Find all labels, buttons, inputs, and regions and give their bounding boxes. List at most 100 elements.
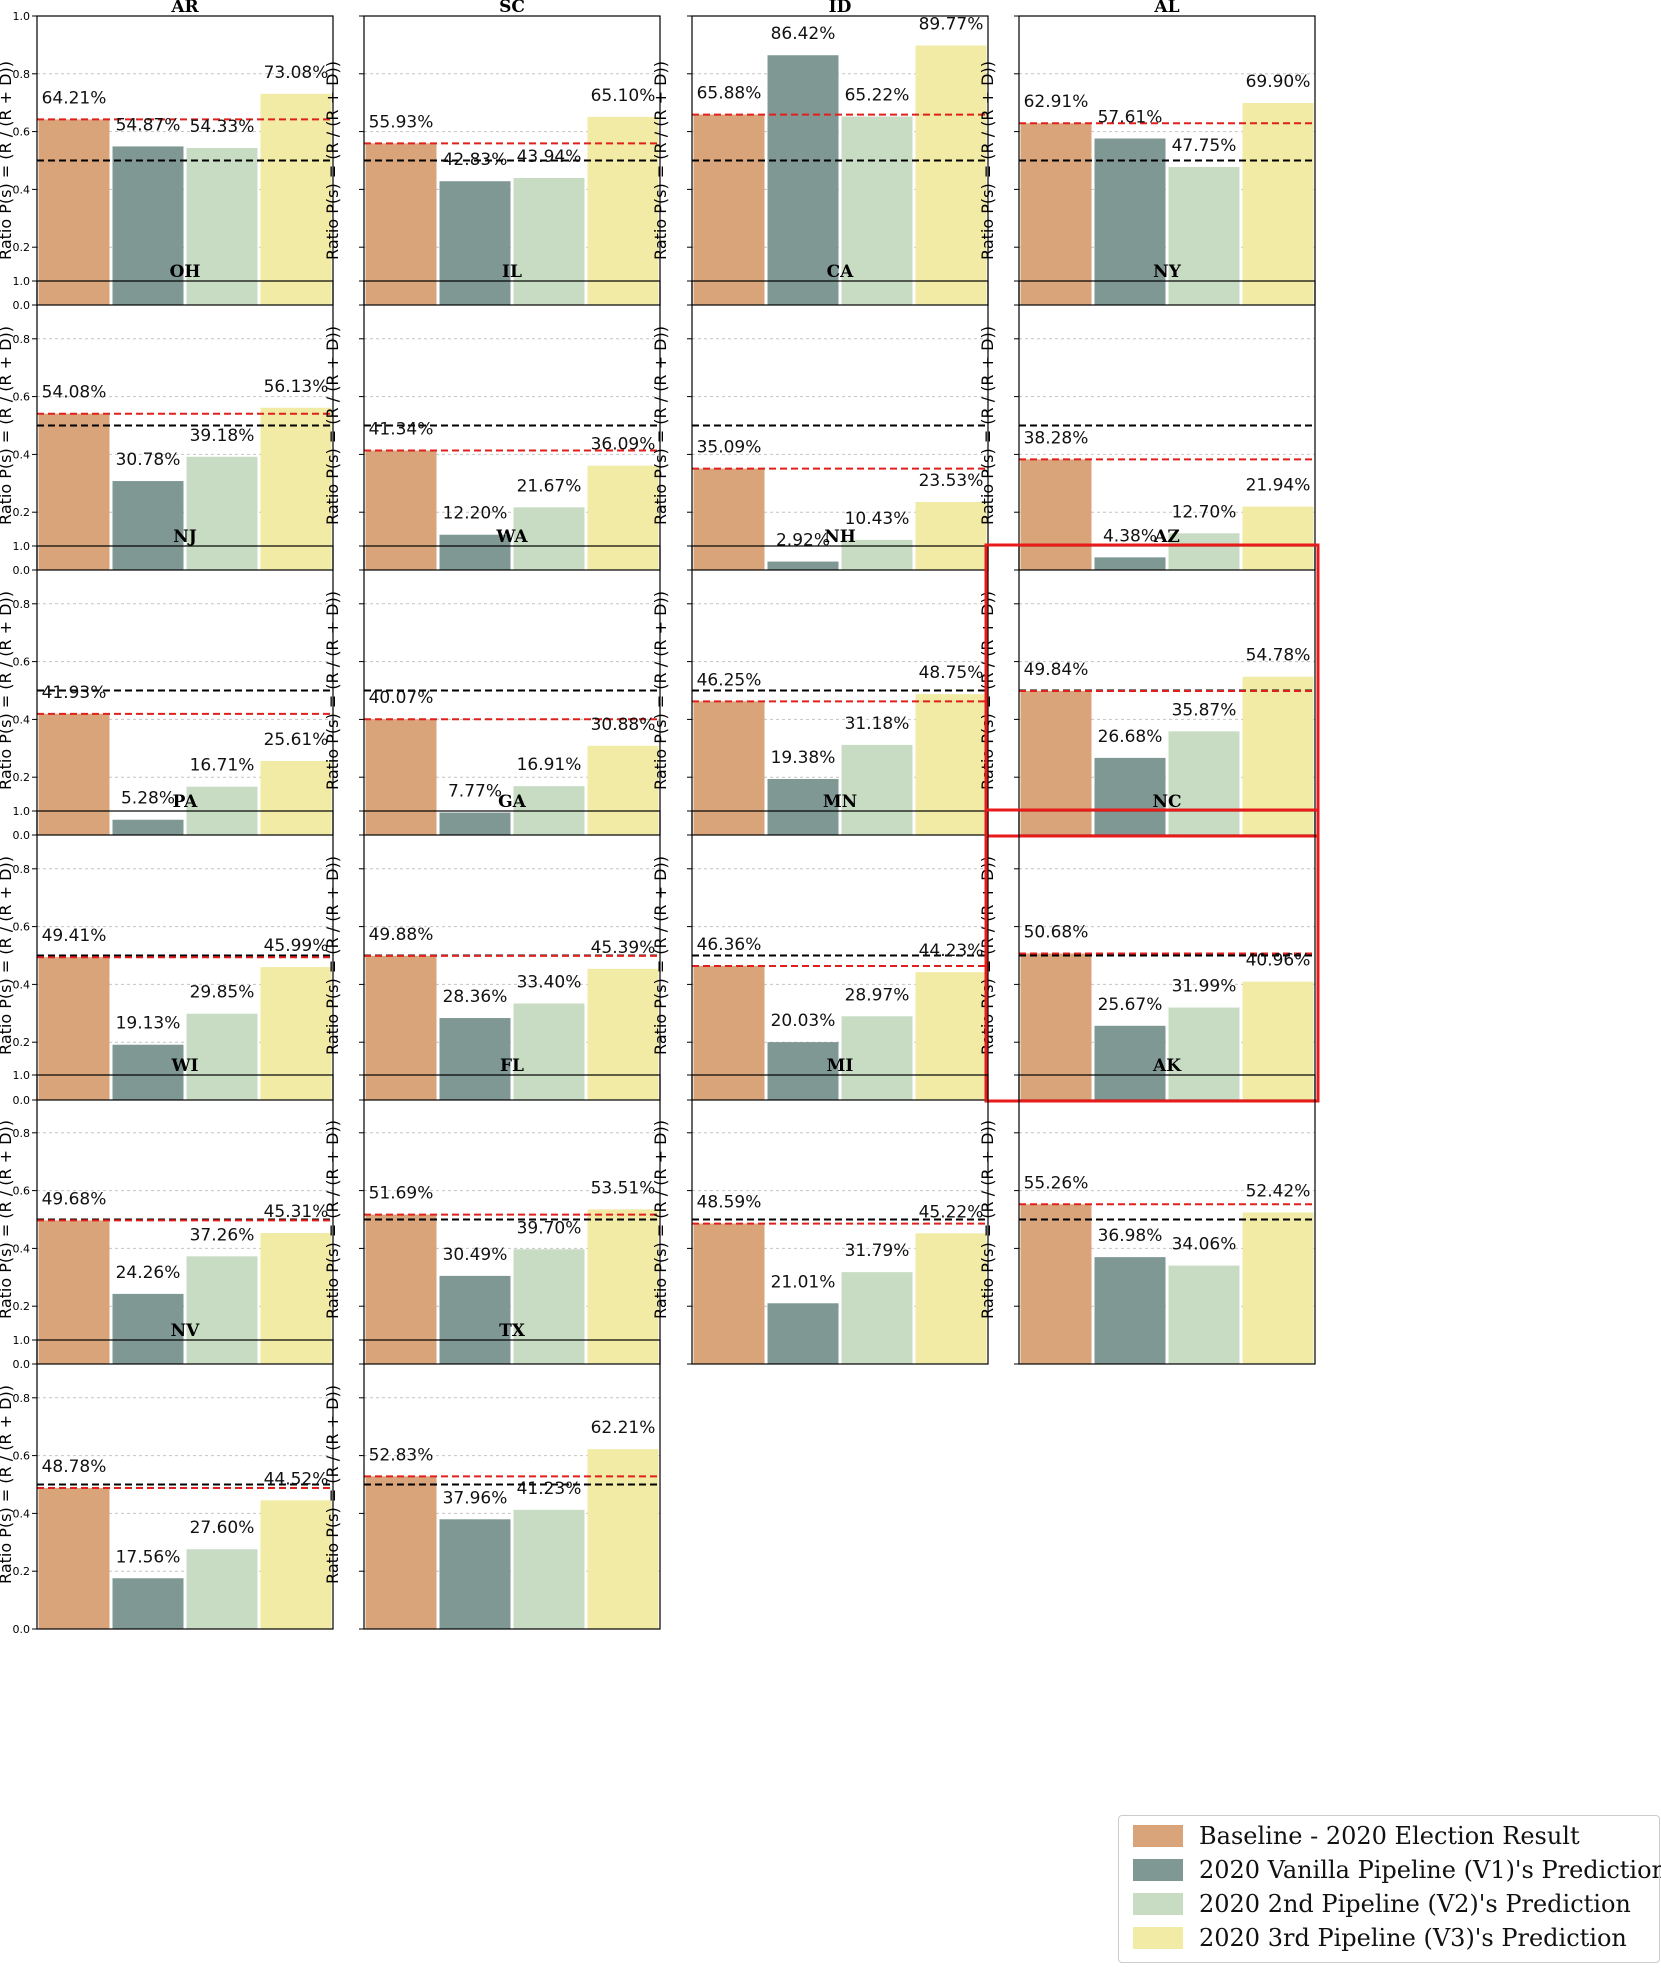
panel-ny: NY 38.28% 4.38% 12.70% 21.94% Ratio P(s) = (R… xyxy=(978,262,1316,571)
value-label-az-v2: 35.87% xyxy=(1172,700,1237,720)
panel-frame xyxy=(36,280,334,571)
y-tick-label: 0.6 xyxy=(13,126,31,139)
bar-id-v1 xyxy=(767,55,839,305)
bar-al-v1 xyxy=(1094,138,1166,305)
value-label-nh-baseline: 46.25% xyxy=(697,670,762,690)
y-tick-label: 0.8 xyxy=(13,1127,31,1140)
highlight-box-nc xyxy=(984,808,1320,1103)
bar-nc-v2 xyxy=(1168,1007,1240,1100)
panel-frame xyxy=(363,15,661,306)
y-axis-label: Ratio P(s) = (R / (R + D)) xyxy=(0,591,15,790)
panel-ga: GA 49.88% 28.36% 33.40% 45.39% Ratio P(s) = (… xyxy=(323,792,661,1101)
bar-pa-baseline xyxy=(38,957,110,1100)
value-label-ar-v3: 73.08% xyxy=(264,63,329,83)
panel-title-nj: NJ xyxy=(173,527,197,547)
y-tick-label: 0.0 xyxy=(13,299,31,312)
y-tick-label: 0.6 xyxy=(13,1185,31,1198)
bar-nc-v1 xyxy=(1094,1025,1166,1100)
value-label-nj-v1: 5.28% xyxy=(121,789,175,809)
panel-frame xyxy=(36,15,334,306)
bar-ca-v2 xyxy=(841,539,913,570)
panel-title-mi: MI xyxy=(827,1056,854,1076)
panel-id: ID 65.88% 86.42% 65.22% 89.77% Ratio P(s) = (… xyxy=(651,0,989,306)
value-label-pa-baseline: 49.41% xyxy=(42,926,107,946)
panel-title-wi: WI xyxy=(170,1056,198,1076)
value-label-oh-v3: 56.13% xyxy=(264,377,329,397)
value-label-ak-v2: 34.06% xyxy=(1172,1235,1237,1255)
legend-swatch-v3 xyxy=(1133,1927,1183,1949)
bar-fl-v3 xyxy=(587,1209,659,1364)
bar-wa-baseline xyxy=(365,719,437,835)
panel-frame xyxy=(1018,15,1316,306)
value-label-az-v1: 26.68% xyxy=(1098,727,1163,747)
value-label-tx-v1: 37.96% xyxy=(443,1488,508,1508)
y-tick-label: 0.0 xyxy=(13,564,31,577)
panel-mi: MI 48.59% 21.01% 31.79% 45.22% Ratio P(s) = (… xyxy=(651,1056,989,1365)
bar-nv-v1 xyxy=(112,1578,184,1629)
value-label-il-baseline: 41.34% xyxy=(369,420,434,440)
bar-id-v3 xyxy=(915,45,987,306)
y-tick-label: 0.4 xyxy=(13,448,31,461)
value-label-nc-v3: 40.96% xyxy=(1246,951,1311,971)
panel-frame xyxy=(36,810,334,1101)
value-label-az-baseline: 49.84% xyxy=(1024,660,1089,680)
value-label-ak-baseline: 55.26% xyxy=(1024,1173,1089,1193)
y-tick-label: 0.2 xyxy=(13,1300,31,1313)
value-label-ny-baseline: 38.28% xyxy=(1024,428,1089,448)
y-tick-label: 0.8 xyxy=(13,333,31,346)
panel-ak: AK 55.26% 36.98% 34.06% 52.42% Ratio P(s) = (… xyxy=(978,1056,1316,1365)
value-label-mn-v3: 44.23% xyxy=(919,941,984,961)
panel-title-mn: MN xyxy=(823,792,857,812)
value-label-nv-v1: 17.56% xyxy=(116,1547,181,1567)
panel-frame xyxy=(363,545,661,836)
bar-tx-baseline xyxy=(365,1476,437,1629)
panel-title-sc: SC xyxy=(499,0,525,17)
y-tick-label: 0.8 xyxy=(13,863,31,876)
bar-wi-v3 xyxy=(260,1233,332,1364)
y-tick-label: 1.0 xyxy=(13,275,31,288)
bar-al-v2 xyxy=(1168,167,1240,305)
bar-fl-v1 xyxy=(439,1275,511,1364)
panel-title-il: IL xyxy=(502,262,522,282)
y-tick-label: 0.2 xyxy=(13,1036,31,1049)
bar-id-v2 xyxy=(841,116,913,306)
panel-title-ca: CA xyxy=(827,262,855,282)
value-label-mn-v1: 20.03% xyxy=(771,1011,836,1031)
panel-frame xyxy=(691,280,989,571)
bar-ak-v2 xyxy=(1168,1265,1240,1364)
y-tick-label: 0.2 xyxy=(13,241,31,254)
value-label-al-v3: 69.90% xyxy=(1246,72,1311,92)
bar-nv-v2 xyxy=(186,1549,258,1629)
bar-tx-v1 xyxy=(439,1519,511,1629)
value-label-fl-baseline: 51.69% xyxy=(369,1184,434,1204)
value-label-id-baseline: 65.88% xyxy=(697,84,762,104)
y-axis-label: Ratio P(s) = (R / (R + D)) xyxy=(0,1120,15,1319)
value-label-mi-v2: 31.79% xyxy=(845,1241,910,1261)
bar-nj-v1 xyxy=(112,819,184,835)
value-label-nh-v3: 48.75% xyxy=(919,663,984,683)
panel-frame xyxy=(363,1339,661,1630)
value-label-sc-v1: 42.83% xyxy=(443,150,508,170)
panel-title-nc: NC xyxy=(1152,792,1181,812)
bar-wi-v1 xyxy=(112,1293,184,1364)
bar-ca-baseline xyxy=(693,468,765,570)
value-label-wi-v1: 24.26% xyxy=(116,1263,181,1283)
bar-mi-v3 xyxy=(915,1233,987,1364)
value-label-az-v3: 54.78% xyxy=(1246,646,1311,666)
bar-wi-v2 xyxy=(186,1256,258,1364)
bar-al-v3 xyxy=(1242,102,1314,305)
bar-tx-v3 xyxy=(587,1449,659,1629)
bar-ar-v2 xyxy=(186,147,258,305)
bar-nh-baseline xyxy=(693,701,765,835)
y-axis-label: Ratio P(s) = (R / (R + D)) xyxy=(323,591,342,790)
value-label-pa-v3: 45.99% xyxy=(264,936,329,956)
value-label-nv-v2: 27.60% xyxy=(190,1518,255,1538)
y-axis-label: Ratio P(s) = (R / (R + D)) xyxy=(651,61,670,260)
bar-nh-v1 xyxy=(767,778,839,835)
panel-title-oh: OH xyxy=(170,262,201,282)
y-tick-label: 1.0 xyxy=(13,10,31,23)
legend-swatch-v1 xyxy=(1133,1859,1183,1881)
bar-pa-v1 xyxy=(112,1044,184,1100)
value-label-al-v1: 57.61% xyxy=(1098,108,1163,128)
value-label-nh-v1: 19.38% xyxy=(771,748,836,768)
